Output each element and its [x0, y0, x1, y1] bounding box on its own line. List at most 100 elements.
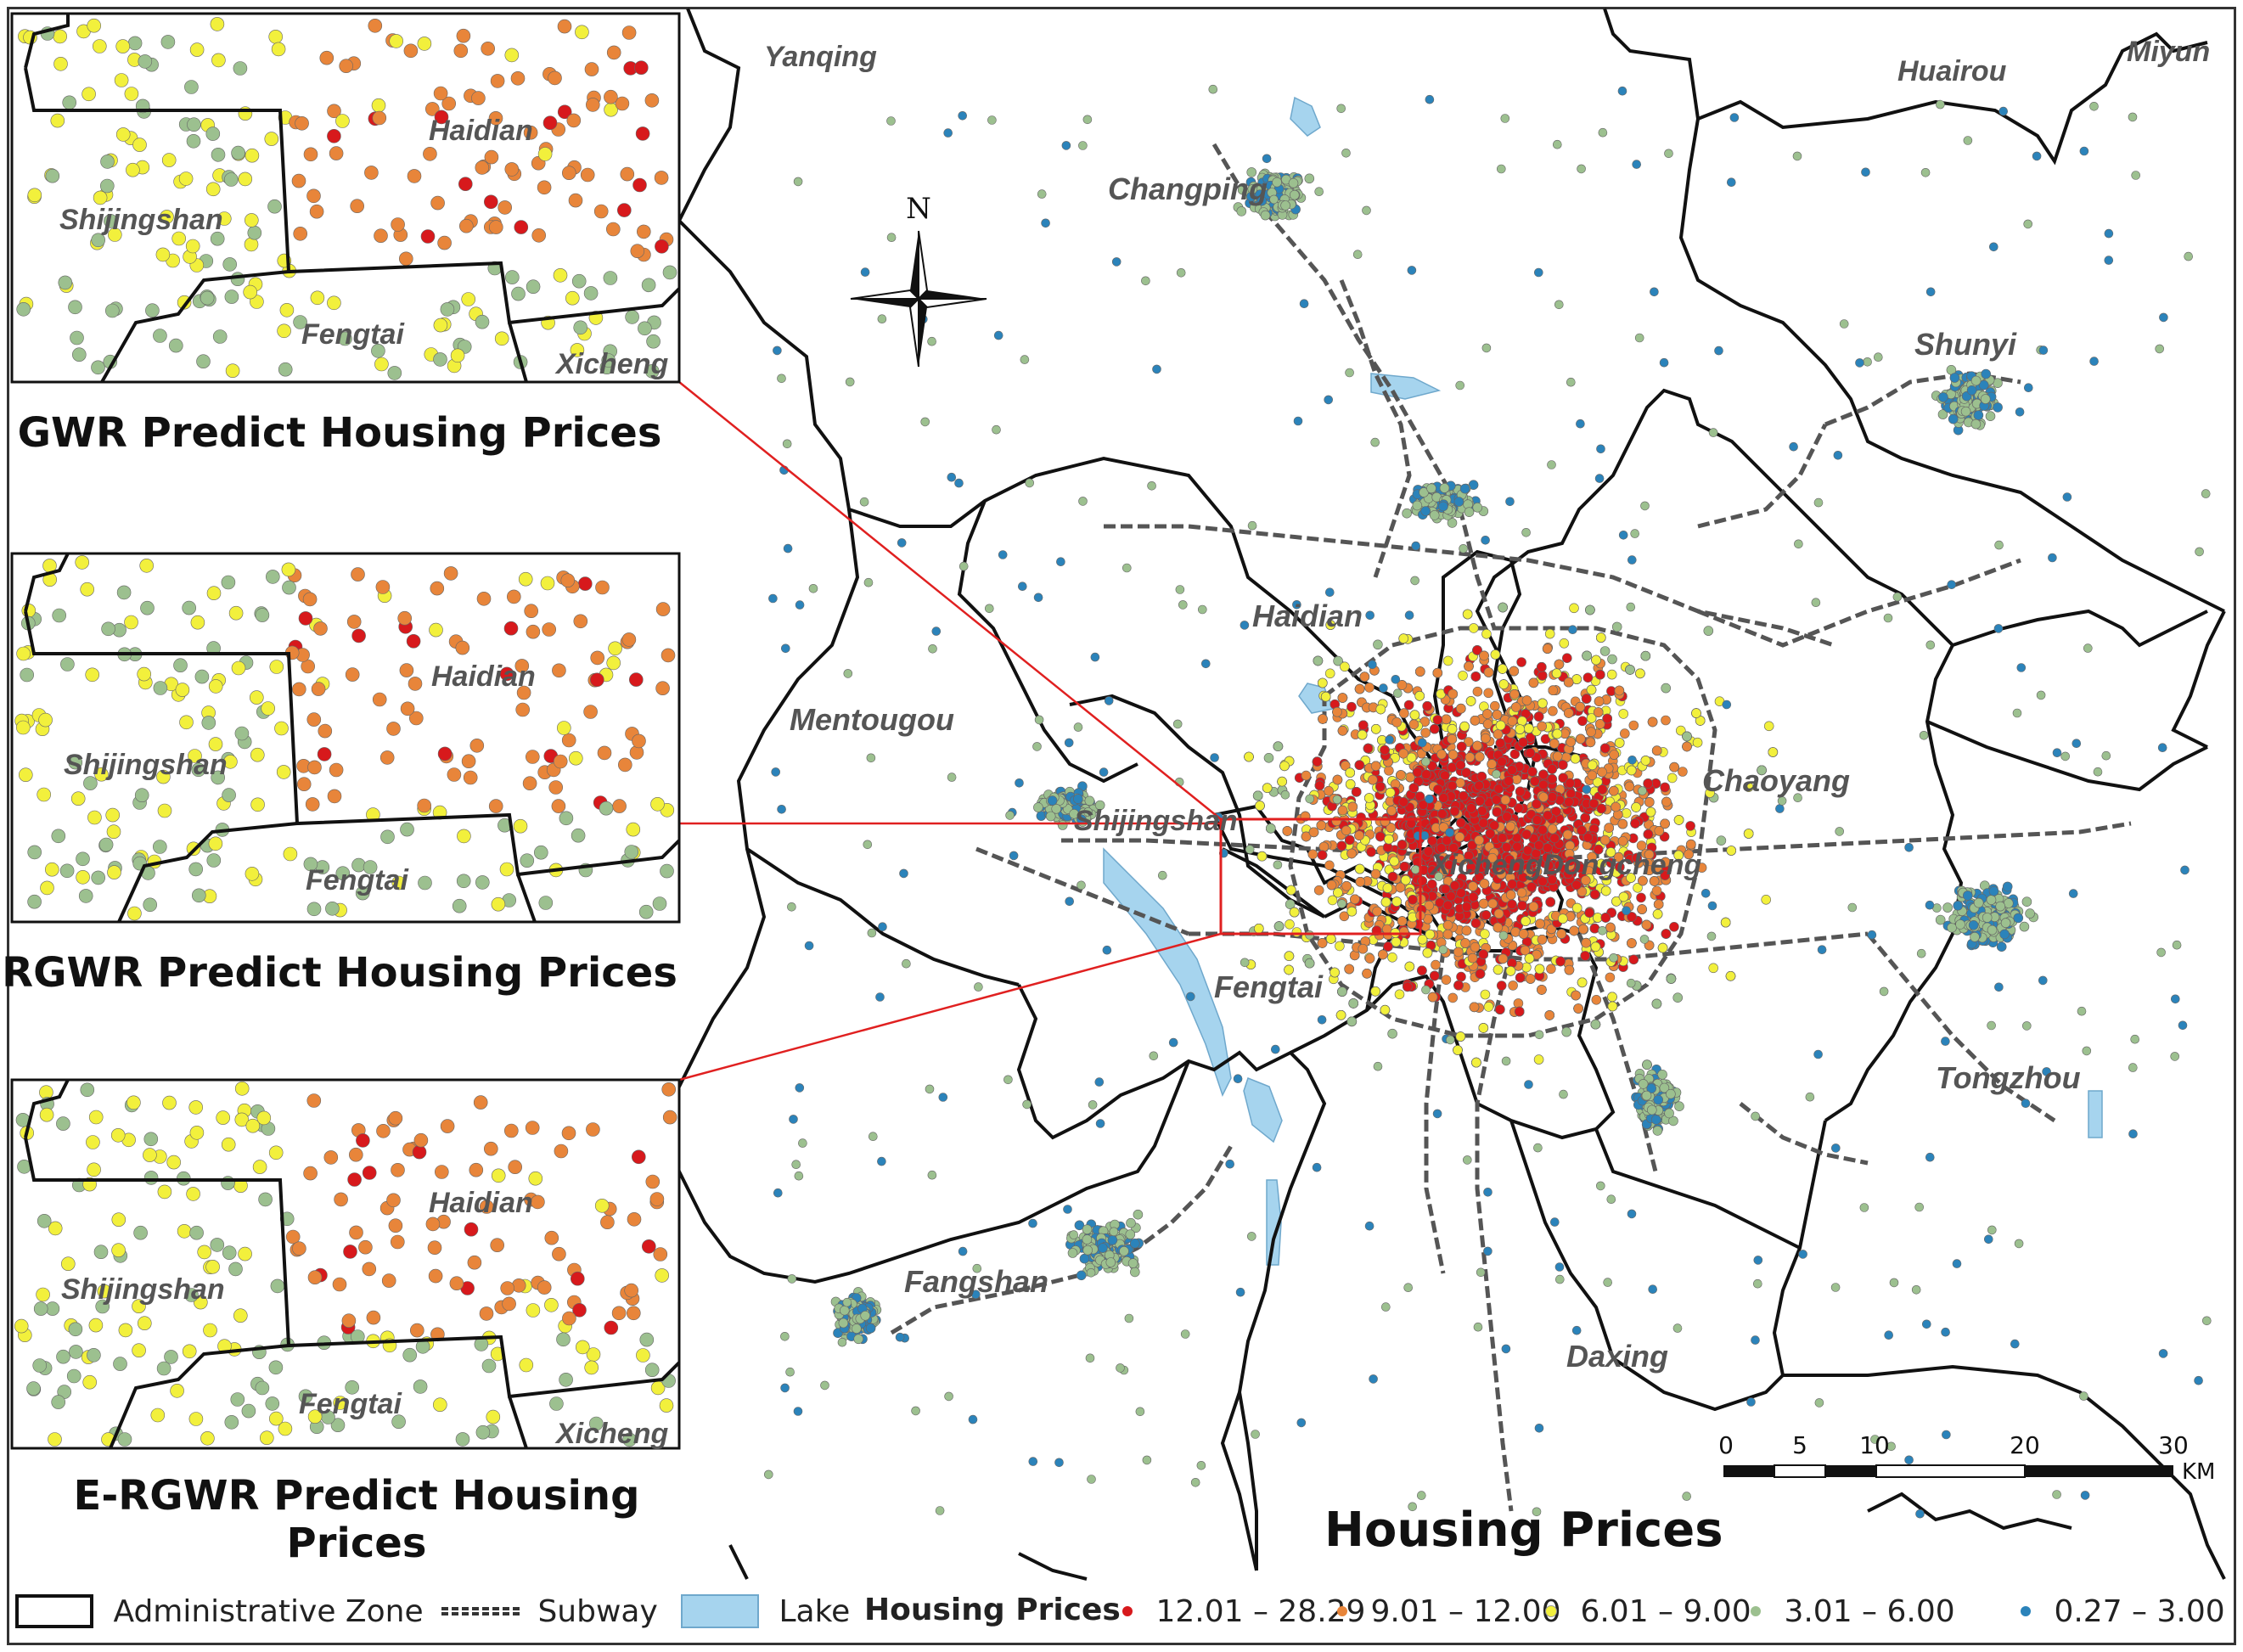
boundary-line	[1220, 1391, 1258, 1571]
price-point	[1761, 895, 1771, 905]
price-point	[1395, 882, 1406, 893]
price-point	[1480, 929, 1490, 939]
price-point	[1312, 756, 1323, 767]
boundary-line	[1772, 1120, 2226, 1580]
price-point	[1252, 790, 1263, 801]
price-point	[1453, 980, 1464, 991]
price-point	[1498, 679, 1509, 689]
price-point	[1447, 762, 1458, 773]
price-point	[1335, 941, 1345, 952]
lake-shape	[1290, 96, 1321, 137]
boundary-line	[1016, 984, 1327, 1571]
price-point	[1364, 953, 1375, 964]
price-point	[1705, 788, 1715, 798]
price-point	[1537, 670, 1548, 681]
price-point	[1344, 964, 1354, 975]
price-point	[1493, 922, 1504, 933]
price-point	[1385, 787, 1396, 798]
price-point	[1538, 769, 1549, 780]
price-point	[1453, 947, 1464, 958]
price-point	[1317, 938, 1328, 948]
price-point	[1720, 917, 1731, 928]
boundary-line	[1603, 8, 2225, 613]
price-point	[1621, 808, 1632, 818]
price-point	[1354, 830, 1364, 841]
price-point	[1469, 1002, 1480, 1013]
price-point	[1510, 927, 1521, 937]
price-point	[1533, 1054, 1544, 1065]
price-point	[1580, 951, 1590, 961]
price-point	[1590, 941, 1601, 952]
price-point	[1672, 992, 1683, 1003]
price-point	[1661, 683, 1671, 694]
boundary-line	[1069, 694, 1325, 919]
price-point	[1448, 750, 1459, 760]
price-point	[1318, 714, 1328, 724]
price-point	[1387, 952, 1397, 963]
price-point	[1620, 728, 1630, 739]
price-point	[1498, 602, 1508, 613]
price-point	[1337, 725, 1348, 736]
price-point	[1628, 720, 1639, 731]
price-point	[1518, 929, 1529, 939]
price-point	[1605, 972, 1616, 983]
price-point	[1552, 728, 1563, 739]
price-point	[1763, 721, 1774, 732]
price-point	[1254, 924, 1264, 934]
price-point	[1490, 649, 1501, 660]
price-point	[1685, 821, 1695, 831]
price-point	[1346, 906, 1358, 917]
price-point	[1591, 655, 1601, 666]
price-point	[1617, 835, 1628, 846]
price-point	[1600, 885, 1611, 896]
price-point	[1508, 981, 1518, 991]
price-point	[1528, 902, 1539, 912]
price-point	[1456, 818, 1466, 829]
price-point	[1635, 668, 1645, 679]
price-point	[1678, 767, 1688, 777]
lake-shape	[1103, 847, 1232, 1097]
price-point	[1594, 696, 1605, 707]
price-point	[1651, 745, 1662, 756]
price-point	[1363, 743, 1374, 754]
price-point	[1404, 961, 1415, 972]
price-point	[1498, 953, 1509, 964]
price-point	[1420, 728, 1431, 739]
price-point	[1469, 623, 1479, 633]
price-point	[1380, 896, 1391, 907]
price-point	[1696, 863, 1707, 873]
price-point	[1509, 749, 1521, 760]
price-point	[1653, 899, 1664, 909]
price-point	[1378, 949, 1388, 960]
subway-line	[1339, 279, 1412, 578]
price-point	[1597, 784, 1608, 795]
boundary-line	[1594, 1128, 1801, 1250]
price-point	[1456, 741, 1467, 752]
price-point	[1581, 937, 1591, 948]
price-point	[1456, 971, 1466, 982]
price-point	[1562, 653, 1572, 664]
price-point	[1477, 806, 1487, 817]
price-point	[1436, 749, 1447, 760]
price-point	[1628, 954, 1639, 965]
price-point	[1364, 683, 1374, 693]
price-point	[1441, 975, 1452, 985]
price-point	[1478, 1023, 1489, 1033]
price-point	[1442, 655, 1453, 666]
subway-line	[975, 846, 1189, 936]
price-point	[1273, 921, 1285, 931]
price-point	[1471, 1057, 1481, 1068]
price-point	[1337, 805, 1348, 816]
price-point	[1703, 626, 1714, 636]
price-point	[1552, 751, 1563, 761]
price-point	[1468, 891, 1479, 902]
price-point	[1475, 751, 1485, 762]
price-point	[1631, 802, 1641, 812]
price-point	[1569, 603, 1579, 614]
price-point	[1318, 677, 1328, 688]
boundary-line	[1222, 847, 1326, 919]
price-point	[1502, 812, 1512, 822]
price-point	[1725, 971, 1736, 981]
price-point	[1607, 992, 1617, 1003]
price-point	[1537, 698, 1548, 709]
